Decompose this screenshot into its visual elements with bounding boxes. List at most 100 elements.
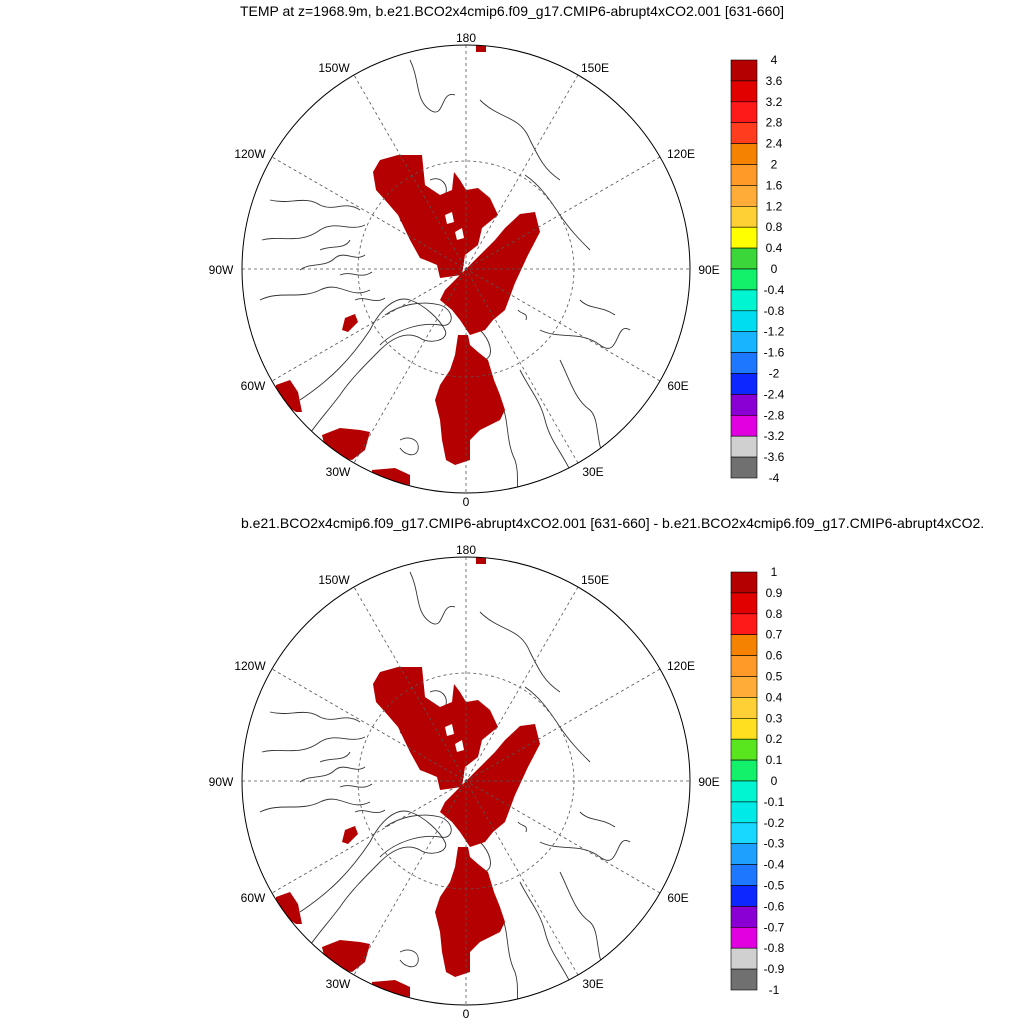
- top-colorbar-swatch: [730, 394, 758, 416]
- top-colorbar-swatch: [730, 164, 758, 186]
- top-colorbar-label: 0.8: [766, 220, 783, 234]
- top-colorbar-swatch: [730, 352, 758, 374]
- top-colorbar-label: 1.6: [766, 178, 783, 192]
- top-colorbar: 4 3.6 3.2 2.8 2.4 2 1.6 1.2 0.8 0.4 0 -0.4 -0.8 -1.2 -…: [730, 53, 785, 485]
- bottom-colorbar-swatch: [730, 801, 758, 824]
- bottom-anomaly-region-2: [440, 724, 540, 847]
- top-lon-label-60w: 60W: [241, 379, 266, 393]
- bottom-colorbar-swatch: [730, 926, 758, 949]
- top-colorbar-label: 2: [771, 158, 778, 172]
- bottom-graticule: [242, 557, 690, 1005]
- top-anomaly-region-5: [276, 380, 302, 412]
- top-graticule: [242, 45, 690, 493]
- bottom-colorbar-label: -0.6: [764, 899, 785, 913]
- bottom-colorbar-label: -0.5: [764, 879, 785, 893]
- top-colorbar-label: -4: [769, 471, 780, 485]
- top-colorbar-label: -3.2: [764, 429, 785, 443]
- bottom-colorbar-swatch: [730, 613, 758, 636]
- bottom-colorbar-label: -0.1: [764, 795, 785, 809]
- top-panel: TEMP at z=1968.9m, b.e21.BCO2x4cmip6.f09…: [209, 3, 785, 509]
- bottom-colorbar-swatch: [730, 655, 758, 677]
- top-anomaly-holes: [445, 212, 464, 240]
- bottom-lon-label-30e: 30E: [582, 977, 603, 991]
- top-colorbar-label: 3.2: [766, 95, 783, 109]
- top-colorbar-swatch: [730, 268, 758, 291]
- bottom-colorbar-label: -0.9: [764, 962, 785, 976]
- bottom-anomaly-region-3: [435, 847, 505, 977]
- top-anomaly-region-4: [322, 428, 370, 460]
- bottom-colorbar-label: -0.2: [764, 816, 785, 830]
- bottom-colorbar-label: 0.5: [766, 670, 783, 684]
- bottom-lon-label-90w: 90W: [209, 775, 234, 789]
- bottom-longitude-labels: 180 150E 120E 90E 60E 30E 0 30W 60W 90W …: [209, 543, 720, 1021]
- bottom-colorbar-swatch: [730, 968, 758, 991]
- bottom-colorbar-label: 0.4: [766, 690, 783, 704]
- top-longitude-labels: 180 150E 120E 90E 60E 30E 0 30W 60W 90W …: [209, 31, 720, 509]
- top-colorbar-label: 0: [771, 262, 778, 276]
- top-colorbar-swatch: [730, 289, 758, 312]
- bottom-lon-label-30w: 30W: [326, 977, 351, 991]
- top-anomaly-region-6: [372, 468, 410, 485]
- top-colorbar-label: -0.4: [764, 283, 785, 297]
- bottom-anomaly-region-4: [322, 940, 370, 972]
- bottom-panel: b.e21.BCO2x4cmip6.f09_g17.CMIP6-abrupt4x…: [0, 512, 1024, 1024]
- bottom-lon-label-60w: 60W: [241, 891, 266, 905]
- bottom-map-content: [242, 557, 690, 1005]
- top-lon-label-150e: 150E: [581, 61, 609, 75]
- bottom-anomaly-region-8: [476, 557, 486, 564]
- bottom-colorbar-label: 0.1: [766, 753, 783, 767]
- top-colorbar-swatch: [730, 122, 758, 144]
- top-lon-label-180: 180: [456, 31, 476, 45]
- top-colorbar-label: -2.8: [764, 408, 785, 422]
- top-colorbar-swatch: [730, 206, 758, 228]
- bottom-colorbar-swatch: [730, 947, 758, 970]
- bottom-colorbar-label: -1: [769, 983, 780, 997]
- top-map: 180 150E 120E 90E 60E 30E 0 30W 60W 90W …: [209, 31, 785, 509]
- bottom-colorbar-swatch: [730, 864, 758, 886]
- bottom-colorbar-swatch: [730, 759, 758, 782]
- bottom-anomaly-holes: [445, 724, 464, 752]
- top-plot-title: TEMP at z=1968.9m, b.e21.BCO2x4cmip6.f09…: [239, 3, 785, 19]
- bottom-colorbar-swatch: [730, 592, 758, 615]
- top-lon-label-120w: 120W: [234, 147, 266, 161]
- top-colorbar-swatch: [730, 414, 758, 437]
- bottom-colorbar: 1 0.9 0.8 0.7 0.6 0.5 0.4 0.3 0.2 0.1 0 -0.1 -0.2 -0.…: [730, 565, 785, 997]
- top-colorbar-label: -2: [769, 367, 780, 381]
- top-lon-label-150w: 150W: [318, 61, 350, 75]
- bottom-colorbar-swatch: [730, 822, 758, 844]
- bottom-anomaly-region-6: [372, 980, 410, 997]
- bottom-colorbar-label: -0.8: [764, 941, 785, 955]
- bottom-colorbar-swatch: [730, 571, 758, 594]
- bottom-colorbar-swatch: [730, 780, 758, 803]
- top-colorbar-swatch: [730, 226, 758, 249]
- top-lon-label-90w: 90W: [209, 263, 234, 277]
- bottom-plot-title: b.e21.BCO2x4cmip6.f09_g17.CMIP6-abrupt4x…: [241, 515, 985, 531]
- bottom-lon-label-60e: 60E: [667, 891, 688, 905]
- bottom-colorbar-swatch: [730, 843, 758, 865]
- bottom-colorbar-label: 0.7: [766, 628, 783, 642]
- bottom-colorbar-label: 1: [771, 565, 778, 579]
- top-lon-label-0: 0: [463, 495, 470, 509]
- bottom-lon-label-0: 0: [463, 1007, 470, 1021]
- bottom-map: 180 150E 120E 90E 60E 30E 0 30W 60W 90W …: [209, 543, 785, 1021]
- top-lon-label-30w: 30W: [326, 465, 351, 479]
- top-map-boundary: [241, 44, 691, 494]
- bottom-anomaly-region-5: [276, 892, 302, 924]
- bottom-colorbar-label: 0.9: [766, 586, 783, 600]
- bottom-map-boundary: [241, 556, 691, 1006]
- top-colorbar-swatch: [730, 80, 758, 103]
- top-colorbar-label: -1.2: [764, 325, 785, 339]
- top-lon-label-60e: 60E: [667, 379, 688, 393]
- bottom-colorbar-swatch: [730, 676, 758, 698]
- top-colorbar-swatch: [730, 373, 758, 395]
- top-lon-label-90e: 90E: [698, 263, 719, 277]
- bottom-colorbar-swatch: [730, 906, 758, 928]
- bottom-lon-label-90e: 90E: [698, 775, 719, 789]
- bottom-colorbar-label: 0.2: [766, 732, 783, 746]
- top-lon-label-30e: 30E: [582, 465, 603, 479]
- top-anomaly-region-2: [440, 212, 540, 335]
- top-colorbar-swatch: [730, 59, 758, 82]
- bottom-colorbar-label: -0.3: [764, 837, 785, 851]
- top-anomaly-region-3: [435, 335, 505, 465]
- bottom-lon-label-120w: 120W: [234, 659, 266, 673]
